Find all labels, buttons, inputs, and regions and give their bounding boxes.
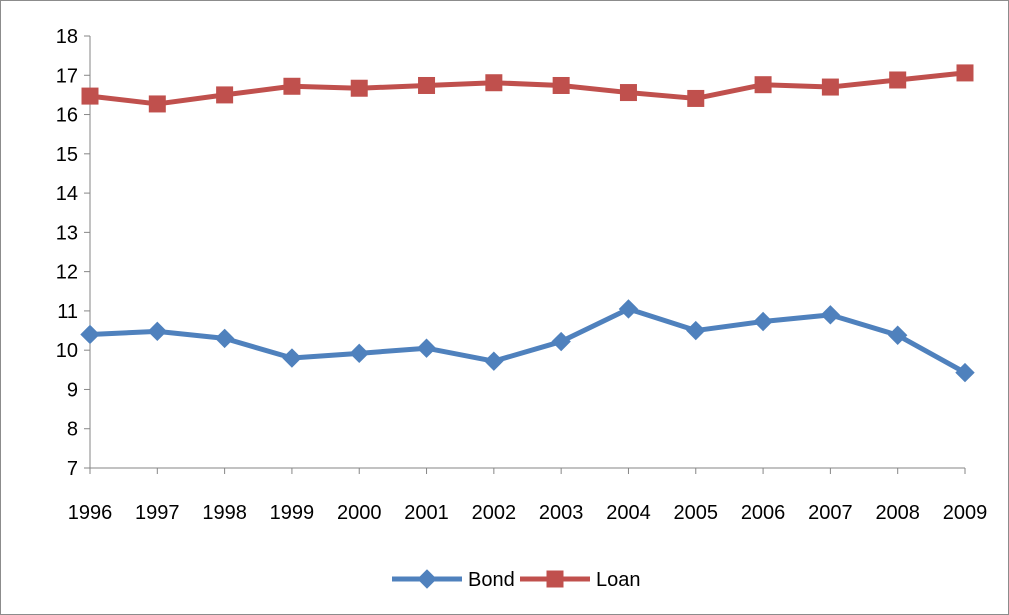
loan-point [81,87,99,105]
y-axis: 7 8 9 10 11 12 13 14 15 16 17 18 [56,26,91,480]
loan-point [754,76,772,94]
y-tick-label: 15 [56,144,78,166]
loan-point [821,78,839,96]
x-tick-label: 2005 [674,502,719,524]
bond-line [87,306,968,376]
series-layer [80,64,975,383]
bond-point [484,351,504,371]
loan-series [81,64,974,113]
y-tick-label: 18 [56,26,78,48]
loan-point [687,89,705,107]
bond-point [214,328,235,349]
x-tick-label: 2006 [741,502,786,524]
x-tick-label: 2004 [606,502,651,524]
legend-marker-bond [417,569,437,589]
bond-point [753,311,773,332]
loan-point [418,76,436,94]
bond-point [349,343,369,364]
x-tick-label: 1996 [68,502,113,524]
loan-point [619,84,637,102]
x-tick-label: 2009 [943,502,988,524]
y-tick-label: 8 [67,419,78,441]
x-tick-label: 1997 [135,502,180,524]
loan-point [148,95,166,113]
y-tick-label: 11 [57,301,78,323]
legend-item-loan: Loan [520,569,641,591]
bond-point [618,299,639,319]
x-tick-label: 1998 [202,502,247,524]
y-tick-label: 7 [67,458,78,480]
x-tick-label: 2008 [875,502,920,524]
legend-label-loan: Loan [596,569,641,591]
x-tick-label: 2007 [808,502,853,524]
bond-point [80,324,100,345]
y-tick-label: 9 [67,379,78,401]
x-tick-label: 2001 [404,502,449,524]
legend-marker-loan [546,570,564,588]
y-tick-label: 10 [56,340,78,362]
loan-line [87,70,968,107]
x-tick-label: 2003 [539,502,584,524]
loan-point [552,76,570,94]
bond-point [955,362,975,383]
x-tick-label: 1999 [270,502,315,524]
y-tick-label: 17 [56,65,78,87]
x-tick-label: 2000 [337,502,382,524]
loan-point [485,74,503,92]
loan-point [283,77,301,95]
legend-label-bond: Bond [468,569,515,591]
bond-point [686,320,706,341]
loan-point [350,79,368,97]
y-tick-label: 12 [56,262,78,284]
bond-point [820,305,841,325]
y-tick-label: 13 [56,222,78,244]
bond-point [551,331,571,352]
loan-point [889,71,907,89]
bond-series [80,299,975,383]
x-axis: 1996 1997 1998 1999 2000 2001 2002 2003 2004 2005… [68,467,988,524]
bond-point [416,338,437,358]
bond-point [147,321,168,342]
legend: Bond Loan [392,569,641,591]
loan-point [956,64,974,82]
bond-point [887,325,908,345]
y-tick-label: 14 [56,183,78,205]
x-tick-label: 2002 [472,502,517,524]
bond-point [282,348,302,368]
y-tick-label: 16 [56,105,78,127]
loan-point [216,86,234,104]
legend-item-bond: Bond [392,569,515,591]
